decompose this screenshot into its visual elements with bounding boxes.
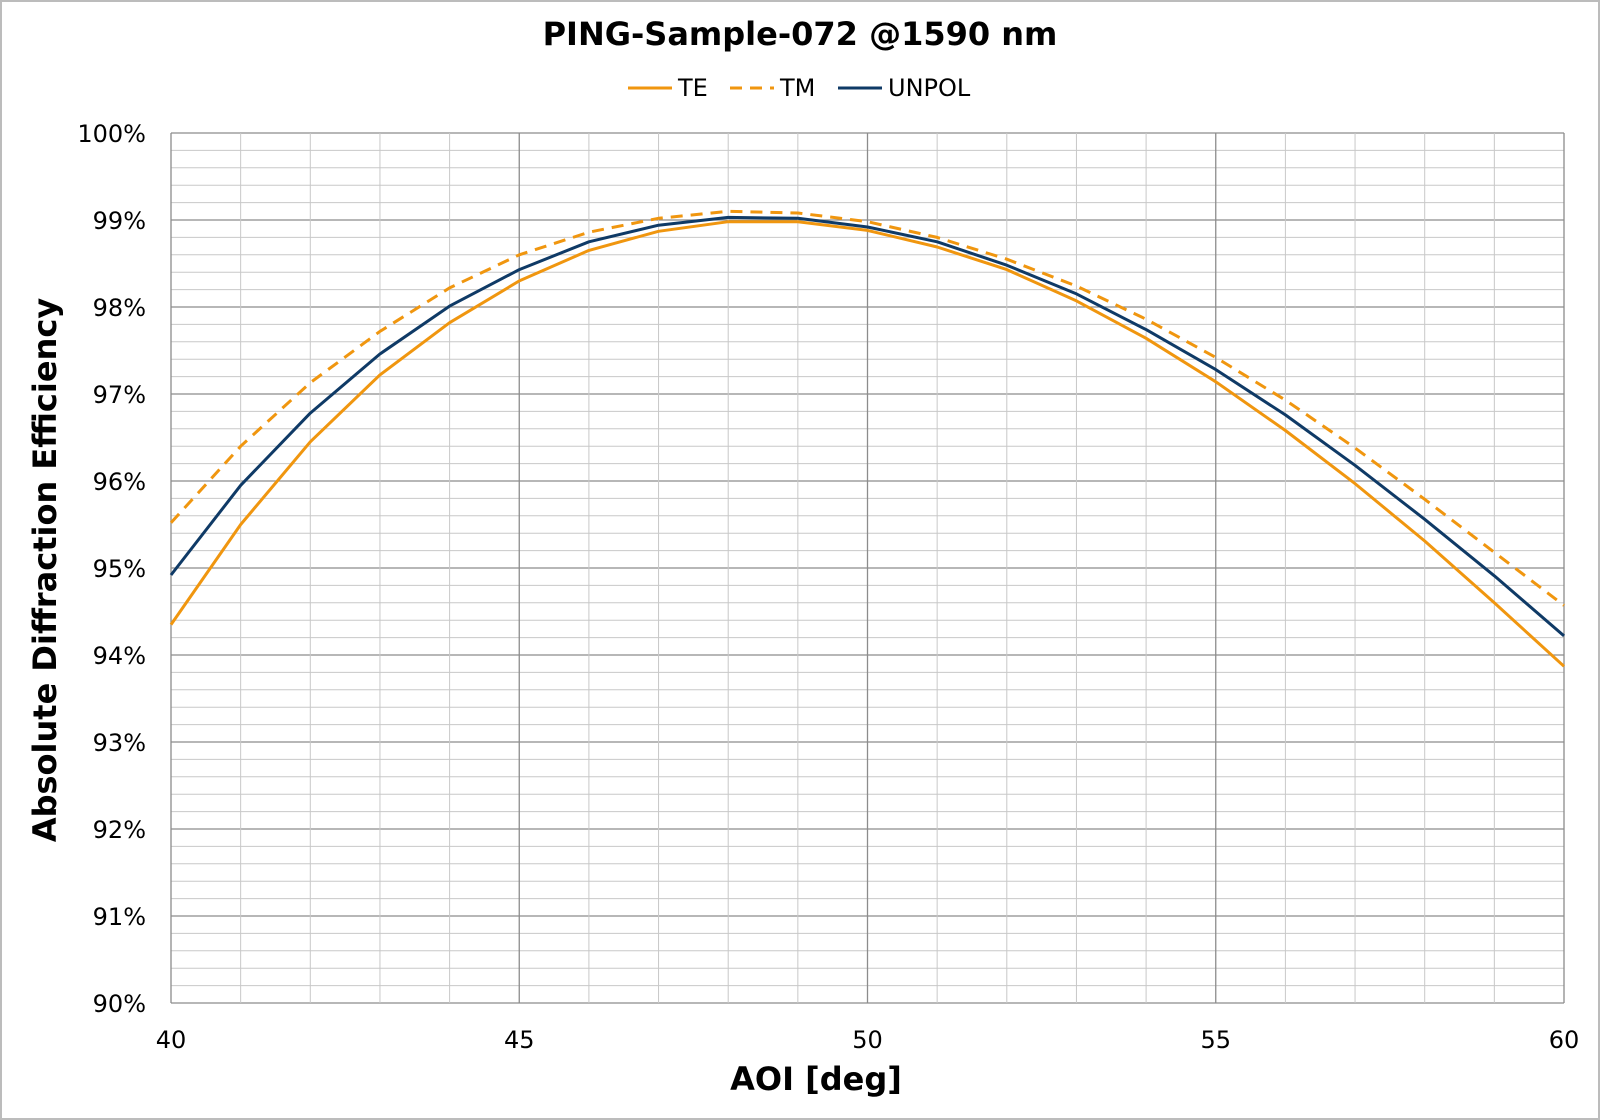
x-tick-label: 60 [1549, 1026, 1580, 1054]
tick-labels: 90% 91% 92% 93% 94% 95% 96% 97% 98% 99% 100% 40 45 50… [77, 120, 1579, 1054]
y-tick-label: 100% [77, 120, 146, 148]
legend-label-te: TE [677, 74, 708, 102]
y-axis-title: Absolute Diffraction Efficiency [26, 298, 64, 843]
chart-title: PING-Sample-072 @1590 nm [543, 15, 1058, 53]
y-tick-label: 92% [93, 816, 146, 844]
y-tick-label: 98% [93, 294, 146, 322]
y-tick-label: 91% [93, 903, 146, 931]
x-tick-label: 55 [1200, 1026, 1231, 1054]
series-lines [169, 209, 1566, 668]
legend-label-tm: TM [779, 74, 815, 102]
x-tick-label: 40 [156, 1026, 187, 1054]
gridlines [170, 132, 1565, 1004]
y-tick-label: 94% [93, 642, 146, 670]
y-tick-label: 99% [93, 207, 146, 235]
legend: TE TM UNPOL [628, 74, 971, 102]
y-tick-label: 95% [93, 555, 146, 583]
legend-label-unpol: UNPOL [888, 74, 971, 102]
x-tick-label: 50 [852, 1026, 883, 1054]
x-tick-label: 45 [504, 1026, 535, 1054]
series-line-te [169, 220, 1566, 668]
y-tick-label: 90% [93, 990, 146, 1018]
series-line-unpol [169, 215, 1565, 638]
series-line-tm [169, 209, 1565, 607]
y-tick-label: 97% [93, 381, 146, 409]
y-tick-label: 93% [93, 729, 146, 757]
y-tick-label: 96% [93, 468, 146, 496]
x-axis-title: AOI [deg] [730, 1060, 902, 1098]
